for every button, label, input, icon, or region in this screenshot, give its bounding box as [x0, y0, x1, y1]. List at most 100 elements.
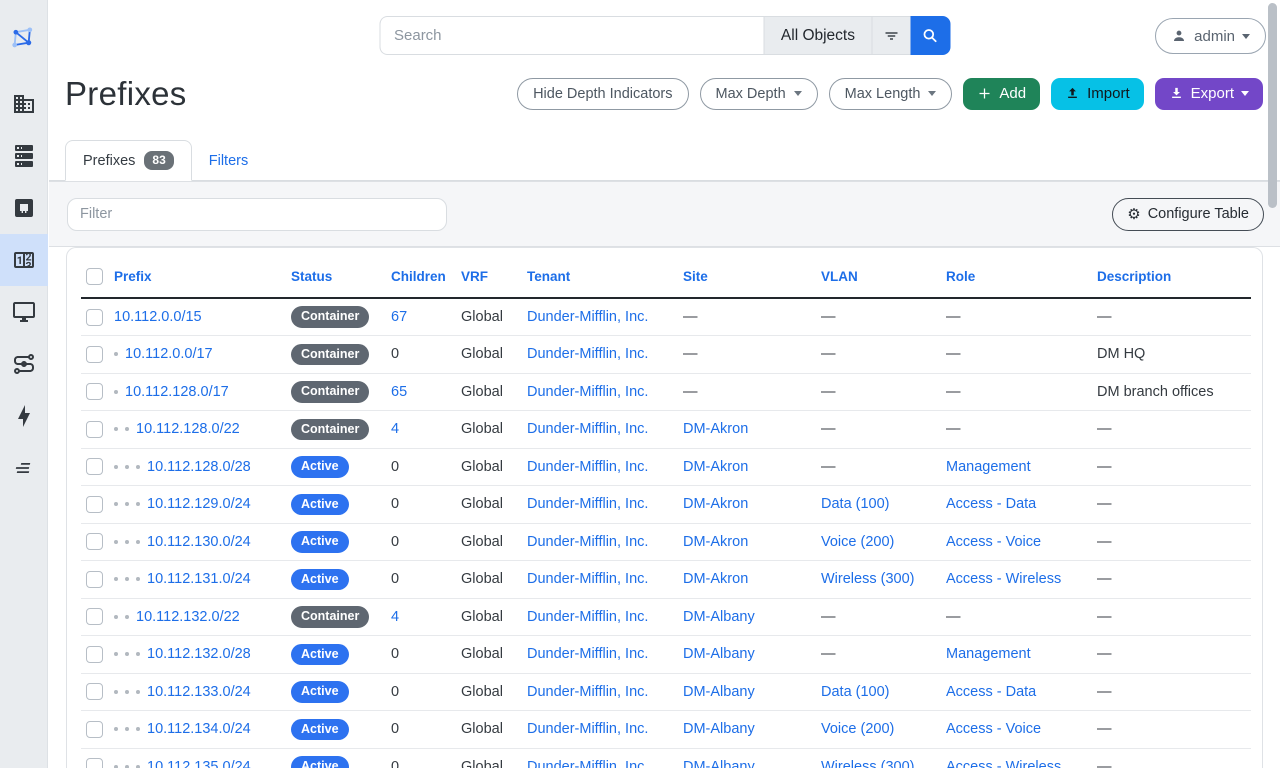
row-checkbox[interactable]	[86, 608, 103, 626]
vlan-link[interactable]: Voice (200)	[821, 533, 895, 550]
role-link[interactable]: Access - Voice	[946, 721, 1042, 738]
site-link[interactable]: DM-Albany	[683, 683, 755, 700]
prefix-link[interactable]: 10.112.133.0/24	[147, 683, 251, 700]
vlan-link[interactable]: Data (100)	[821, 496, 890, 513]
site-link[interactable]: DM-Albany	[683, 758, 755, 768]
column-header-tenant[interactable]: Tenant	[522, 266, 678, 299]
tab-filters[interactable]: Filters	[208, 152, 249, 169]
tenant-link[interactable]: Dunder-Mifflin, Inc.	[527, 646, 649, 663]
sidebar-item-ipam[interactable]	[0, 234, 48, 286]
role-link[interactable]: Access - Data	[946, 683, 1037, 700]
prefix-link[interactable]: 10.112.128.0/17	[125, 383, 229, 400]
site-link[interactable]: DM-Albany	[683, 646, 755, 663]
max-depth-dropdown[interactable]: Max Depth	[699, 77, 818, 110]
tenant-link[interactable]: Dunder-Mifflin, Inc.	[527, 683, 649, 700]
row-checkbox[interactable]	[86, 495, 103, 513]
row-checkbox[interactable]	[86, 308, 103, 326]
tenant-link[interactable]: Dunder-Mifflin, Inc.	[527, 571, 649, 588]
site-link[interactable]: DM-Akron	[683, 533, 749, 550]
row-checkbox[interactable]	[86, 758, 103, 768]
sidebar-item-provisioning[interactable]	[0, 442, 48, 494]
tenant-link[interactable]: Dunder-Mifflin, Inc.	[527, 533, 649, 550]
tenant-link[interactable]: Dunder-Mifflin, Inc.	[527, 421, 649, 438]
role-link[interactable]: Management	[946, 646, 1031, 663]
role-link[interactable]: Management	[946, 458, 1031, 475]
netbox-logo[interactable]	[0, 24, 47, 52]
search-submit-button[interactable]	[910, 16, 950, 55]
role-link[interactable]: Access - Wireless	[946, 571, 1062, 588]
site-link[interactable]: DM-Akron	[683, 496, 749, 513]
children-count[interactable]: 65	[391, 383, 408, 400]
tenant-link[interactable]: Dunder-Mifflin, Inc.	[527, 309, 649, 325]
site-link[interactable]: DM-Albany	[683, 721, 755, 738]
sidebar-item-virtualization[interactable]	[0, 286, 48, 338]
children-count[interactable]: 67	[391, 309, 408, 325]
import-button[interactable]: Import	[1051, 77, 1144, 110]
row-checkbox[interactable]	[86, 383, 103, 401]
search-scope-button[interactable]: All Objects	[763, 16, 871, 55]
role-link[interactable]: Access - Data	[946, 496, 1037, 513]
site-link[interactable]: DM-Akron	[683, 458, 749, 475]
tenant-link[interactable]: Dunder-Mifflin, Inc.	[527, 458, 649, 475]
children-count[interactable]: 4	[391, 608, 400, 625]
site-link[interactable]: DM-Akron	[683, 571, 749, 588]
sidebar-item-circuits[interactable]	[0, 338, 48, 390]
column-header-prefix[interactable]: Prefix	[109, 266, 286, 299]
prefix-link[interactable]: 10.112.132.0/22	[136, 608, 240, 625]
search-input[interactable]	[379, 16, 764, 55]
hide-depth-indicators-button[interactable]: Hide Depth Indicators	[517, 77, 689, 110]
row-checkbox[interactable]	[86, 345, 103, 363]
column-header-children[interactable]: Children	[386, 266, 456, 299]
children-count[interactable]: 4	[391, 421, 400, 438]
prefix-link[interactable]: 10.112.0.0/17	[125, 346, 213, 363]
export-dropdown[interactable]: Export	[1154, 77, 1263, 110]
user-menu-button[interactable]: admin	[1155, 18, 1266, 54]
prefix-link[interactable]: 10.112.130.0/24	[147, 533, 251, 550]
prefix-link[interactable]: 10.112.132.0/28	[147, 646, 251, 663]
vlan-link[interactable]: Voice (200)	[821, 721, 895, 738]
tab-prefixes[interactable]: Prefixes 83	[65, 140, 192, 181]
prefix-link[interactable]: 10.112.129.0/24	[147, 496, 251, 513]
prefix-link[interactable]: 10.112.128.0/22	[136, 421, 240, 438]
prefix-link[interactable]: 10.112.0.0/15	[114, 309, 202, 325]
prefix-link[interactable]: 10.112.135.0/24	[147, 758, 251, 768]
tenant-link[interactable]: Dunder-Mifflin, Inc.	[527, 758, 649, 768]
site-link[interactable]: DM-Albany	[683, 608, 755, 625]
sidebar-item-organization[interactable]	[0, 78, 48, 130]
vlan-link[interactable]: Data (100)	[821, 683, 890, 700]
tenant-link[interactable]: Dunder-Mifflin, Inc.	[527, 346, 649, 363]
row-checkbox[interactable]	[86, 420, 103, 438]
configure-table-button[interactable]: ⚙ Configure Table	[1112, 197, 1264, 231]
row-checkbox[interactable]	[86, 458, 103, 476]
column-header-status[interactable]: Status	[286, 266, 386, 299]
tenant-link[interactable]: Dunder-Mifflin, Inc.	[527, 721, 649, 738]
select-all-checkbox[interactable]	[86, 268, 103, 285]
row-checkbox[interactable]	[86, 683, 103, 701]
row-checkbox[interactable]	[86, 720, 103, 738]
vlan-link[interactable]: Wireless (300)	[821, 758, 915, 768]
tenant-link[interactable]: Dunder-Mifflin, Inc.	[527, 383, 649, 400]
row-checkbox[interactable]	[86, 645, 103, 663]
prefix-link[interactable]: 10.112.128.0/28	[147, 458, 251, 475]
column-header-site[interactable]: Site	[678, 266, 816, 299]
prefix-link[interactable]: 10.112.134.0/24	[147, 721, 251, 738]
column-header-vlan[interactable]: VLAN	[816, 266, 941, 299]
sidebar-item-power[interactable]	[0, 390, 48, 442]
column-header-vrf[interactable]: VRF	[456, 266, 522, 299]
tenant-link[interactable]: Dunder-Mifflin, Inc.	[527, 496, 649, 513]
column-header-role[interactable]: Role	[941, 266, 1092, 299]
table-filter-input[interactable]	[67, 197, 447, 231]
page-scrollbar-thumb[interactable]	[1268, 3, 1277, 208]
row-checkbox[interactable]	[86, 570, 103, 588]
vlan-link[interactable]: Wireless (300)	[821, 571, 915, 588]
search-filter-button[interactable]	[871, 16, 910, 55]
sidebar-item-devices[interactable]	[0, 130, 48, 182]
column-header-description[interactable]: Description	[1092, 266, 1251, 299]
row-checkbox[interactable]	[86, 533, 103, 551]
max-length-dropdown[interactable]: Max Length	[828, 77, 953, 110]
site-link[interactable]: DM-Akron	[683, 421, 749, 438]
add-button[interactable]: Add	[963, 77, 1041, 110]
sidebar-item-connections[interactable]	[0, 182, 48, 234]
role-link[interactable]: Access - Wireless	[946, 758, 1062, 768]
prefix-link[interactable]: 10.112.131.0/24	[147, 571, 251, 588]
